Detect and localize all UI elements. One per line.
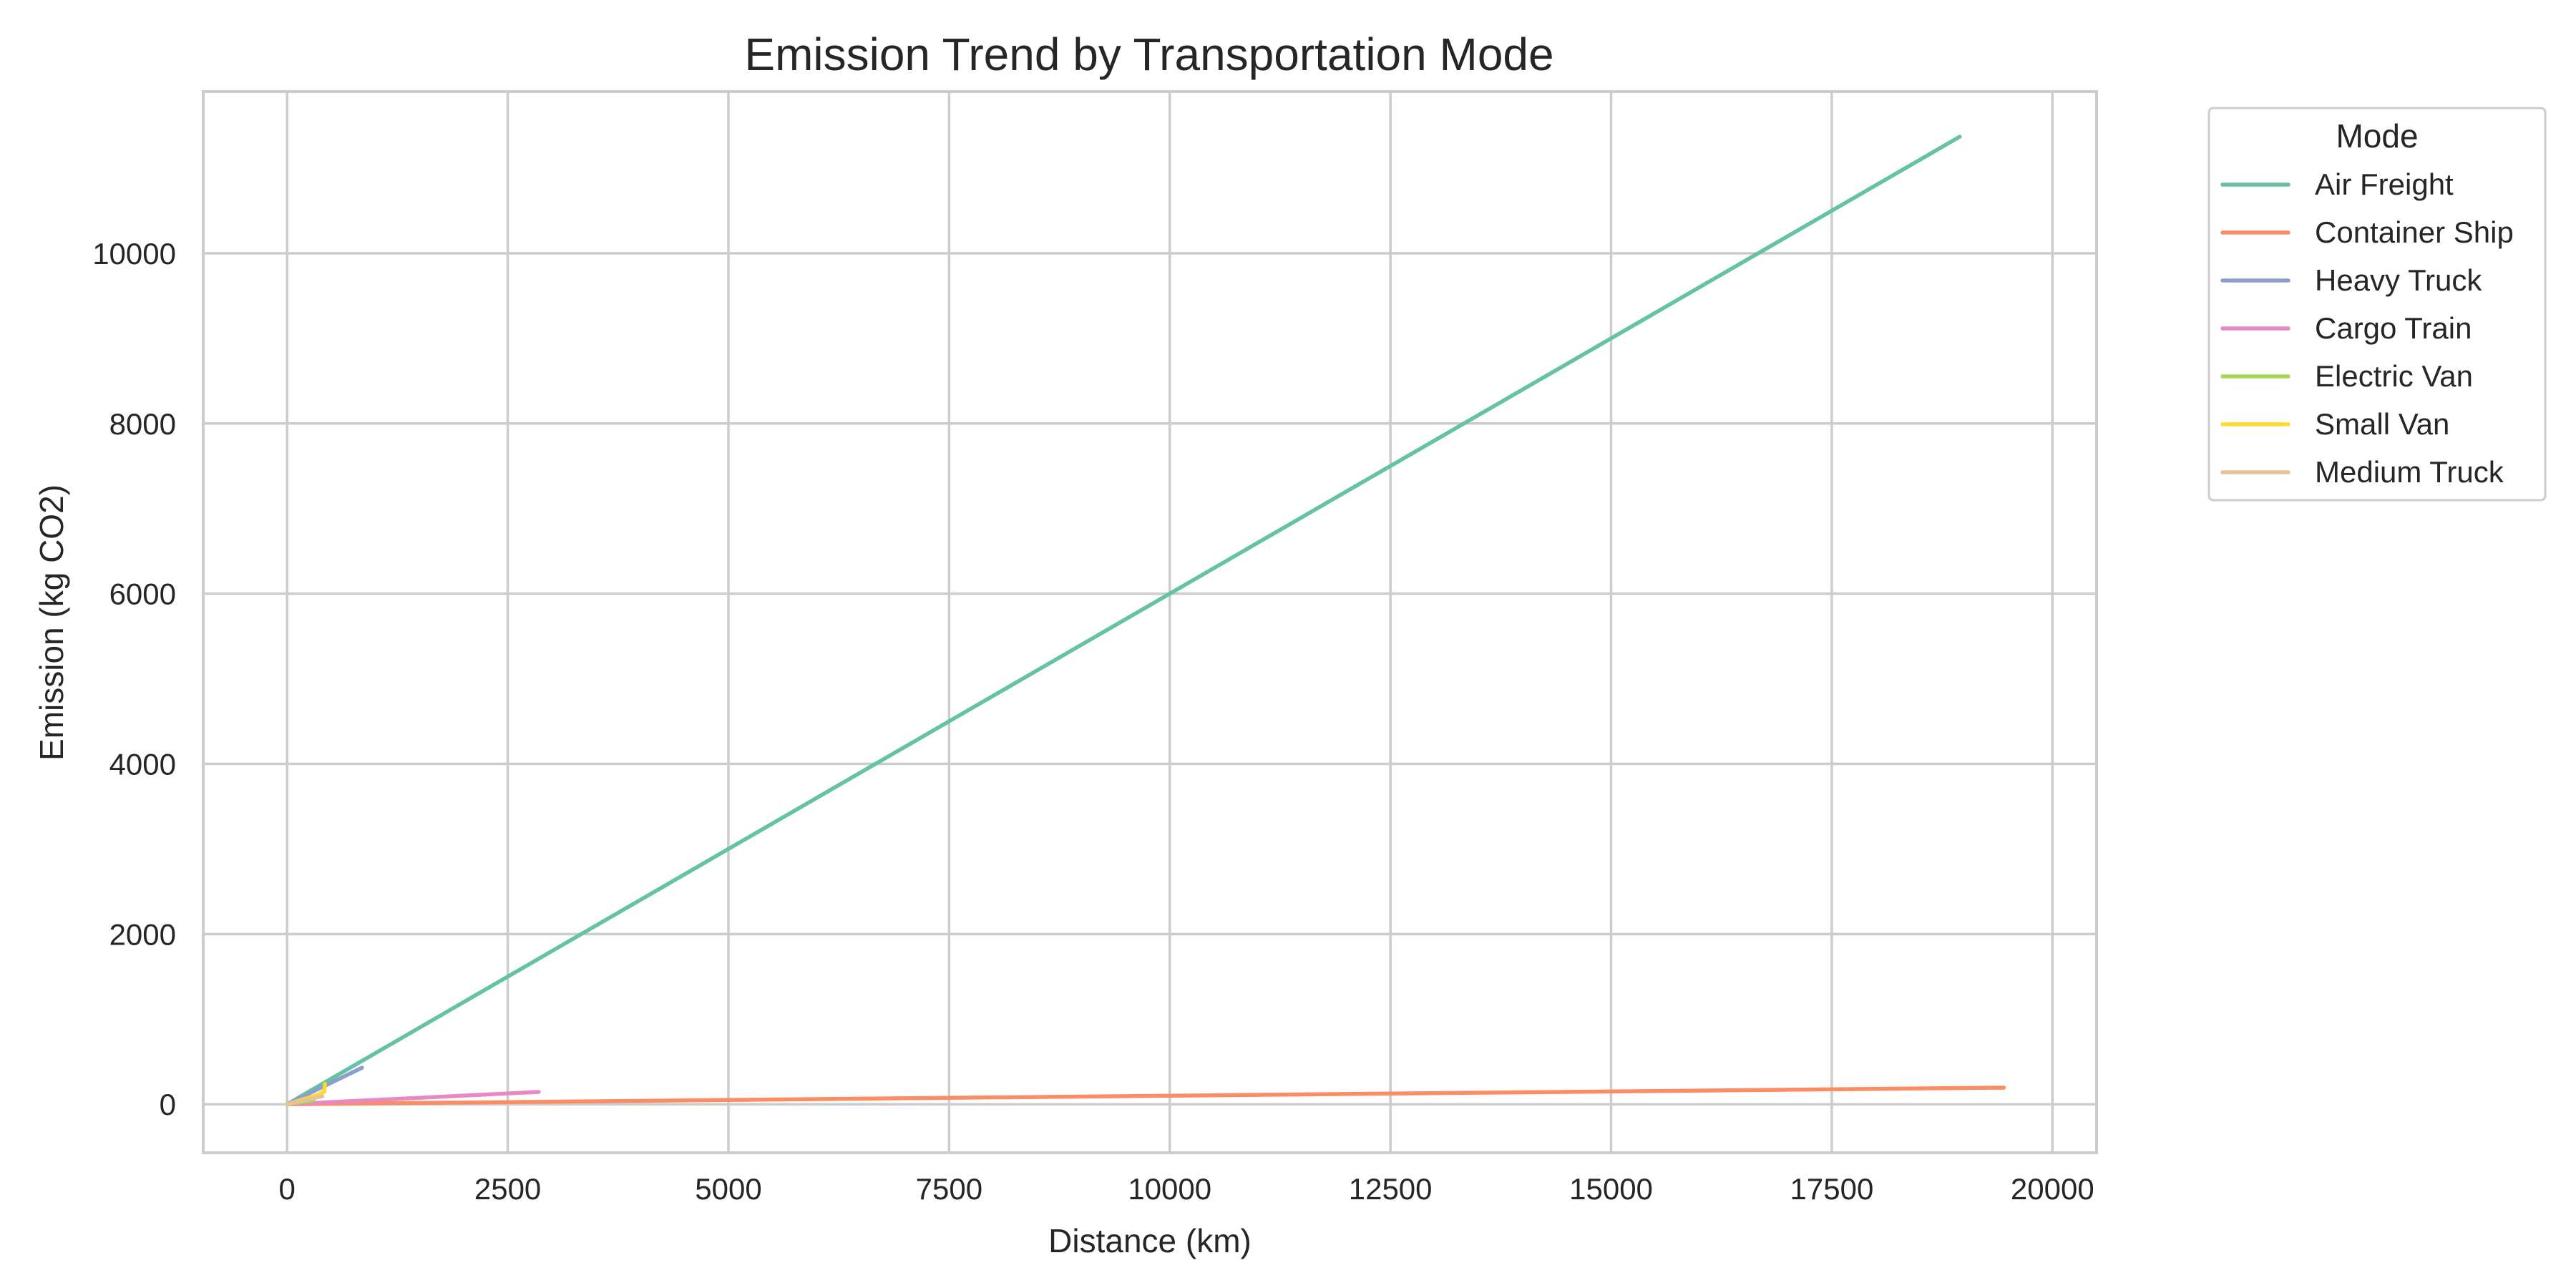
x-tick-label: 7500	[916, 1172, 982, 1206]
legend-box	[2207, 107, 2547, 502]
x-tick-label: 2500	[474, 1172, 541, 1206]
x-tick-label: 5000	[695, 1172, 761, 1206]
legend-label: Cargo Train	[2315, 311, 2472, 345]
x-axis-ticks: 0 2500 5000 7500 10000 12500 15000 17500 20000	[279, 1172, 2094, 1206]
series-line-air-freight	[285, 135, 1962, 1106]
legend-label: Heavy Truck	[2315, 263, 2482, 297]
y-tick-label: 0	[160, 1088, 176, 1121]
series-line-container-ship	[285, 1085, 2006, 1106]
x-tick-label: 15000	[1569, 1172, 1653, 1206]
y-tick-label: 4000	[109, 748, 176, 781]
legend-item: Cargo Train	[2220, 311, 2472, 345]
series-line-medium-truck	[285, 1094, 325, 1106]
legend-item: Air Freight	[2220, 167, 2454, 201]
legend-label: Container Ship	[2315, 215, 2514, 249]
grid	[203, 92, 2097, 1153]
x-tick-label: 12500	[1349, 1172, 1433, 1206]
y-tick-label: 10000	[92, 237, 176, 270]
y-tick-label: 6000	[109, 577, 176, 611]
legend-label: Air Freight	[2315, 167, 2454, 201]
y-tick-label: 2000	[109, 917, 176, 951]
legend-label: Small Van	[2315, 407, 2449, 441]
chart-title: Emission Trend by Transportation Mode	[744, 29, 1553, 80]
x-tick-label: 20000	[2011, 1172, 2094, 1206]
series-lines	[285, 135, 2006, 1106]
y-axis-label: Emission (kg CO2)	[33, 484, 70, 761]
plot-frame	[202, 90, 2098, 1154]
x-tick-label: 17500	[1790, 1172, 1874, 1206]
x-tick-label: 0	[279, 1172, 296, 1206]
y-tick-label: 8000	[109, 407, 176, 441]
legend-title: Mode	[2336, 117, 2418, 155]
y-axis-ticks: 0 2000 4000 6000 8000 10000	[92, 237, 176, 1121]
legend-item: Small Van	[2220, 407, 2449, 441]
legend-items: Air Freight Container Ship Heavy Truck Carg…	[2220, 167, 2514, 489]
legend-item: Heavy Truck	[2220, 263, 2482, 297]
x-axis-label: Distance (km)	[1048, 1222, 1252, 1259]
legend: Mode Air Freight Container Ship Heavy Truc…	[2207, 107, 2547, 502]
legend-label: Medium Truck	[2315, 455, 2504, 489]
series-line-cargo-train	[285, 1090, 541, 1106]
legend-label: Electric Van	[2315, 359, 2473, 393]
legend-item: Container Ship	[2220, 215, 2514, 249]
legend-item: Electric Van	[2220, 359, 2473, 393]
legend-item: Medium Truck	[2220, 455, 2504, 489]
x-tick-label: 10000	[1128, 1172, 1211, 1206]
